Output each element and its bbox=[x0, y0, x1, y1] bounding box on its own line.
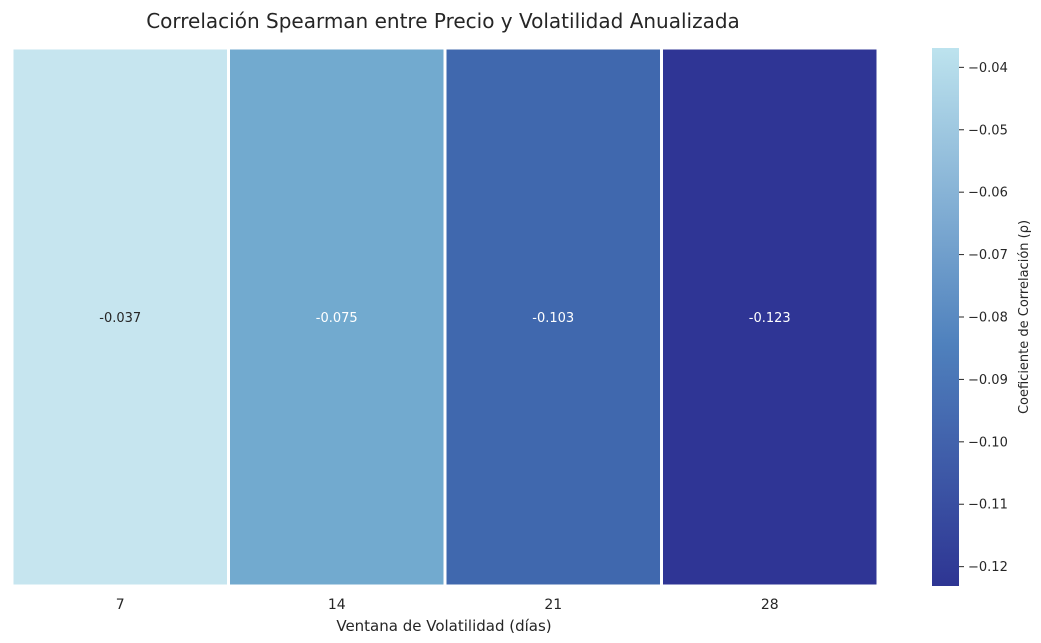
cell-annotation-14: -0.075 bbox=[316, 311, 358, 326]
colorbar-tick-label: −0.10 bbox=[968, 435, 1008, 450]
heatmap-cells: -0.037 -0.075 -0.103 -0.123 bbox=[10, 46, 880, 588]
heatmap-cell-14 bbox=[227, 46, 447, 588]
x-axis-ticks: 7 14 21 28 bbox=[116, 597, 779, 613]
x-tick-label-28: 28 bbox=[761, 597, 779, 613]
colorbar-tick-label: −0.06 bbox=[968, 186, 1008, 201]
colorbar-tick-label: −0.11 bbox=[968, 498, 1008, 513]
x-tick-label-7: 7 bbox=[116, 597, 125, 613]
x-tick-label-14: 14 bbox=[328, 597, 346, 613]
colorbar-tick-label: −0.08 bbox=[968, 311, 1008, 326]
colorbar-tick-label: −0.05 bbox=[968, 123, 1008, 138]
cell-annotation-7: -0.037 bbox=[99, 311, 141, 326]
colorbar bbox=[932, 48, 959, 586]
cell-annotation-21: -0.103 bbox=[532, 311, 574, 326]
colorbar-tick-label: −0.04 bbox=[968, 61, 1008, 76]
colorbar-ticks: −0.04 −0.05 −0.06 −0.07 −0.08 −0.09 −0.10 −0.11… bbox=[959, 61, 1008, 575]
x-axis-label: Ventana de Volatilidad (días) bbox=[336, 617, 551, 635]
heatmap-cell-21 bbox=[443, 46, 663, 588]
colorbar-label: Coeficiente de Correlación (ρ) bbox=[1017, 220, 1032, 414]
colorbar-tick-label: −0.07 bbox=[968, 248, 1008, 263]
chart-title: Correlación Spearman entre Precio y Vola… bbox=[146, 9, 740, 33]
x-tick-label-21: 21 bbox=[544, 597, 562, 613]
colorbar-tick-label: −0.09 bbox=[968, 373, 1008, 388]
colorbar-tick-label: −0.12 bbox=[968, 560, 1008, 575]
heatmap-cell-28 bbox=[660, 46, 880, 588]
heatmap-cell-7 bbox=[10, 46, 230, 588]
cell-annotation-28: -0.123 bbox=[749, 311, 791, 326]
